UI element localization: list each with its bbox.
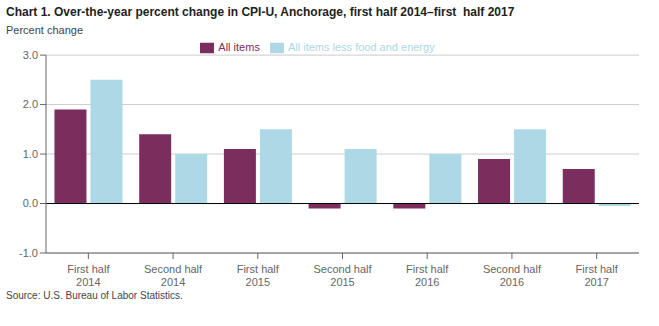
html-text:Percent change: Percent change: [6, 24, 84, 36]
svg-text:First half2014: First half2014: [67, 263, 110, 288]
svg-text:0.0: 0.0: [23, 197, 38, 209]
svg-text:Second half2015: Second half2015: [313, 263, 372, 288]
html-text:All items: All items: [218, 41, 260, 53]
html-text:All items less food and energy: All items less food and energy: [287, 41, 435, 53]
svg-text:First half2015: First half2015: [237, 263, 280, 288]
svg-text:Second half2016: Second half2016: [483, 263, 542, 288]
svg-text:1.0: 1.0: [23, 148, 38, 160]
html-text:Chart 1. Over-the-year percent: Chart 1. Over-the-year percent change in…: [6, 5, 515, 19]
svg-text:3.0: 3.0: [23, 49, 38, 61]
svg-text:First half2017: First half2017: [576, 263, 619, 288]
svg-text:First half2016: First half2016: [406, 263, 449, 288]
svg-text:-1.0: -1.0: [19, 247, 38, 259]
svg-text:Second half2014: Second half2014: [144, 263, 203, 288]
html-text:Source: U.S. Bureau of Labor S: Source: U.S. Bureau of Labor Statistics.: [6, 290, 183, 301]
svg-text:2.0: 2.0: [23, 98, 38, 110]
